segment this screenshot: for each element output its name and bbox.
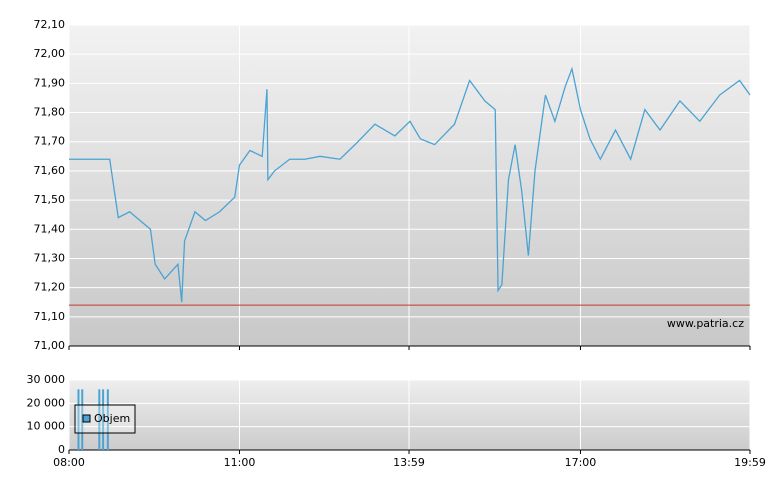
x-tick-label: 08:00 — [53, 456, 85, 469]
y-tick-label: 72,00 — [34, 47, 66, 60]
x-tick-label: 19:59 — [734, 456, 766, 469]
watermark: www.patria.cz — [667, 317, 744, 330]
y-tick-label: 71,30 — [34, 251, 66, 264]
legend-label: Objem — [94, 412, 130, 425]
volume-bar — [98, 389, 101, 450]
y-tick-label: 0 — [58, 443, 65, 456]
y-tick-label: 71,20 — [34, 281, 66, 294]
legend: Objem — [74, 404, 136, 434]
x-tick-label: 17:00 — [565, 456, 597, 469]
x-tick-label: 11:00 — [224, 456, 256, 469]
y-tick-label: 71,70 — [34, 135, 66, 148]
volume-bar — [102, 389, 105, 450]
y-tick-label: 71,60 — [34, 164, 66, 177]
volume-bar — [77, 389, 80, 450]
x-tick-label: 13:59 — [393, 456, 425, 469]
y-tick-label: 71,80 — [34, 106, 66, 119]
volume-bar — [81, 389, 84, 450]
volume-bar — [106, 389, 109, 450]
y-tick-label: 71,40 — [34, 222, 66, 235]
y-tick-label: 30 000 — [27, 373, 66, 386]
y-tick-label: 71,50 — [34, 193, 66, 206]
y-tick-label: 71,10 — [34, 310, 66, 323]
y-tick-label: 20 000 — [27, 396, 66, 409]
price-line — [69, 66, 751, 303]
y-tick-label: 71,00 — [34, 339, 66, 352]
y-tick-label: 72,10 — [34, 18, 66, 31]
y-tick-label: 71,90 — [34, 76, 66, 89]
legend-swatch — [82, 414, 91, 423]
y-tick-label: 10 000 — [27, 420, 66, 433]
